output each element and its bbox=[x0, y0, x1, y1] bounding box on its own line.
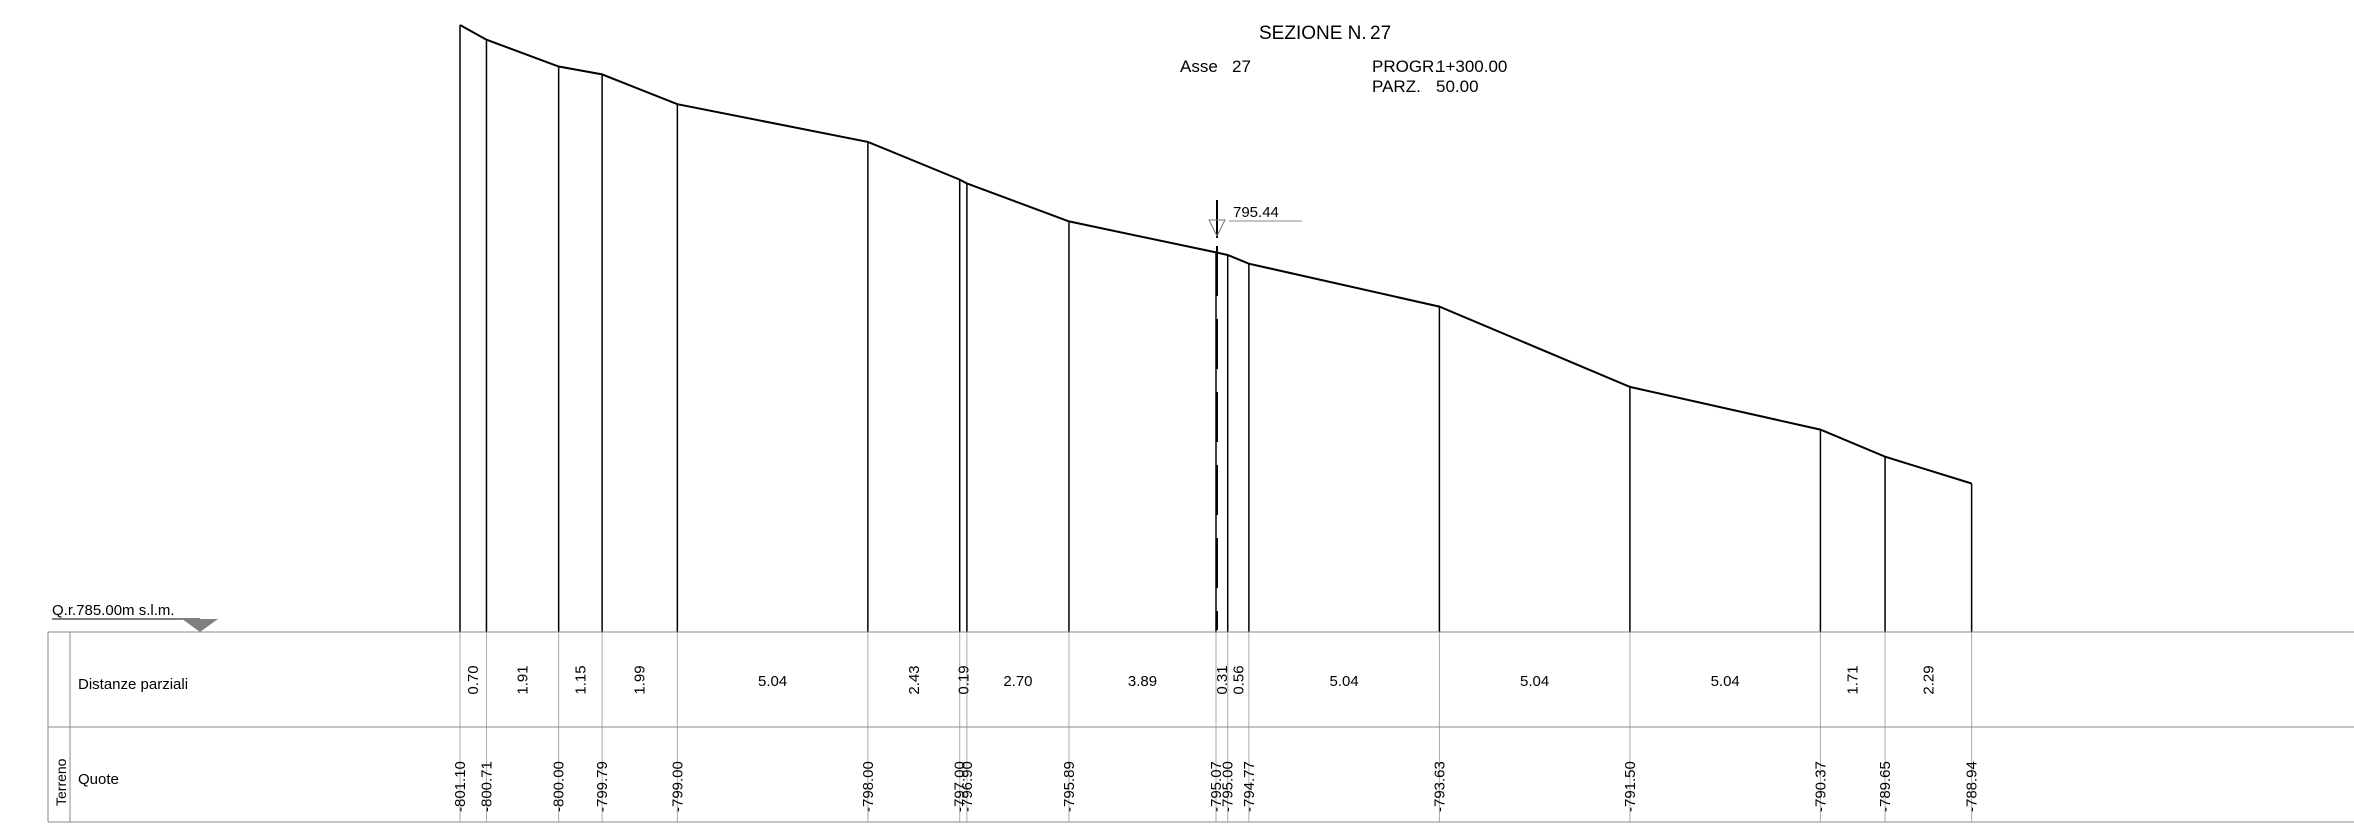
distance-label: 5.04 bbox=[1330, 673, 1359, 690]
axis-elevation-label: 795.44 bbox=[1233, 204, 1279, 221]
section-label: SEZIONE N. bbox=[1259, 23, 1367, 44]
axis-label: Asse bbox=[1180, 57, 1218, 76]
quote-label: -790.37 bbox=[1812, 761, 1829, 812]
axis-elevation-triangle-icon bbox=[1208, 219, 1226, 238]
distance-label: 1.71 bbox=[1845, 665, 1862, 694]
distance-label: 5.04 bbox=[1711, 673, 1740, 690]
quote-label: -797.00 bbox=[952, 761, 969, 812]
quote-label: -800.00 bbox=[551, 761, 568, 812]
quote-label: -795.89 bbox=[1061, 761, 1078, 812]
distance-label: 1.15 bbox=[572, 665, 589, 694]
quote-label: -795.07 bbox=[1208, 761, 1225, 812]
axis-number: 27 bbox=[1232, 57, 1251, 76]
distance-labels: 0.70 1.91 1.15 1.99 5.04 2.43 0.19 2.70 3.89 0.31… bbox=[465, 665, 1937, 694]
distance-label: 0.31 bbox=[1214, 665, 1231, 694]
quote-label: -793.63 bbox=[1431, 761, 1448, 812]
parz-label: PARZ. bbox=[1372, 77, 1421, 96]
distance-label: 5.04 bbox=[758, 673, 787, 690]
quote-label: -788.94 bbox=[1964, 761, 1981, 812]
quote-label: -801.10 bbox=[452, 761, 469, 812]
distance-label: 2.70 bbox=[1003, 673, 1032, 690]
quote-label: -800.71 bbox=[478, 761, 495, 812]
quote-label: -794.77 bbox=[1241, 761, 1258, 812]
station-lines bbox=[459, 25, 1973, 822]
distance-label: 1.99 bbox=[632, 665, 649, 694]
reference-elevation: Q.r.785.00m s.l.m. bbox=[52, 602, 218, 632]
quote-label: -798.00 bbox=[860, 761, 877, 812]
distance-label: 2.43 bbox=[906, 665, 923, 694]
progr-value: 1+300.00 bbox=[1436, 57, 1507, 76]
axis-marker: 795.44 bbox=[1208, 200, 1302, 630]
distance-label: 3.89 bbox=[1128, 673, 1157, 690]
distance-label: 5.04 bbox=[1520, 673, 1549, 690]
quote-label: -789.65 bbox=[1877, 761, 1894, 812]
quote-label: -799.00 bbox=[669, 761, 686, 812]
quote-label: -796.90 bbox=[959, 761, 976, 812]
row-label-quotes: Quote bbox=[78, 771, 119, 788]
data-table: Terreno Distanze parziali Quote 0.70 1.91… bbox=[47, 631, 2354, 823]
section-header: SEZIONE N. 27 Asse 27 PROGR. 1+300.00 PA… bbox=[1180, 23, 1507, 96]
distance-label: 0.70 bbox=[465, 665, 482, 694]
distance-label: 2.29 bbox=[1920, 665, 1937, 694]
section-number: 27 bbox=[1370, 23, 1391, 44]
row-label-distances: Distanze parziali bbox=[78, 676, 188, 693]
progr-label: PROGR. bbox=[1372, 57, 1439, 76]
reference-triangle-icon bbox=[182, 619, 218, 632]
quote-labels: -801.10 -800.71 -800.00 -799.79 -799.00 -798.… bbox=[452, 761, 1981, 812]
distance-label: 0.56 bbox=[1230, 665, 1247, 694]
distance-label: 1.91 bbox=[515, 665, 532, 694]
quote-label: -799.79 bbox=[594, 761, 611, 812]
table-group-label: Terreno bbox=[53, 758, 69, 806]
quote-label: -795.00 bbox=[1220, 761, 1237, 812]
distance-label: 0.19 bbox=[955, 665, 972, 694]
reference-label: Q.r.785.00m s.l.m. bbox=[52, 602, 175, 619]
quote-label: -791.50 bbox=[1622, 761, 1639, 812]
terrain-profile-line bbox=[459, 24, 1972, 485]
parz-value: 50.00 bbox=[1436, 77, 1479, 96]
